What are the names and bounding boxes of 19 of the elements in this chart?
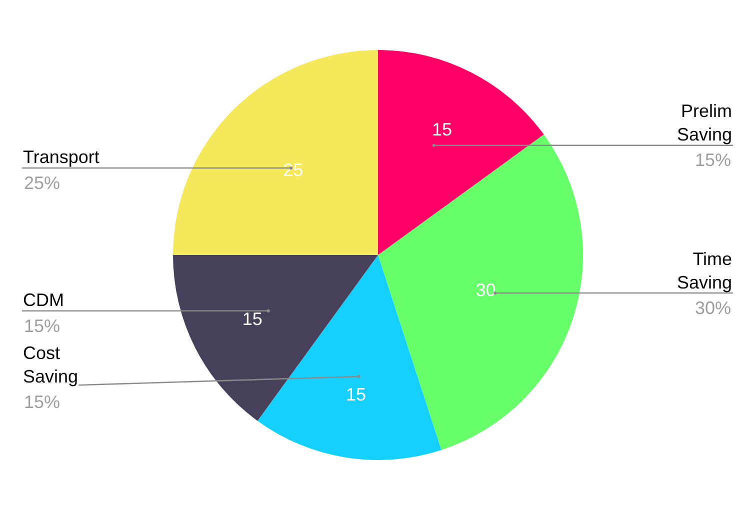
pie-slice bbox=[378, 50, 544, 255]
pie-slice bbox=[173, 50, 378, 255]
data-label: 15 bbox=[242, 309, 262, 330]
text: 15% bbox=[24, 316, 60, 336]
pie-slice bbox=[173, 255, 378, 421]
text: 30% bbox=[695, 298, 732, 318]
data-label: 15 bbox=[432, 119, 452, 140]
slice-label: Time Saving bbox=[677, 249, 732, 292]
slice-label: Transport bbox=[23, 147, 100, 167]
text: 15% bbox=[695, 150, 732, 170]
data-label: 30 bbox=[476, 280, 496, 300]
data-label: 25 bbox=[283, 160, 304, 180]
slice-label: Cost Saving bbox=[23, 343, 78, 386]
text: 15% bbox=[24, 392, 60, 412]
data-label: 15 bbox=[346, 384, 366, 404]
text: 25% bbox=[24, 173, 60, 193]
slice-label: CDM bbox=[23, 290, 64, 310]
slice-label: Prelim Saving bbox=[677, 101, 732, 144]
pie-slice bbox=[378, 134, 583, 450]
